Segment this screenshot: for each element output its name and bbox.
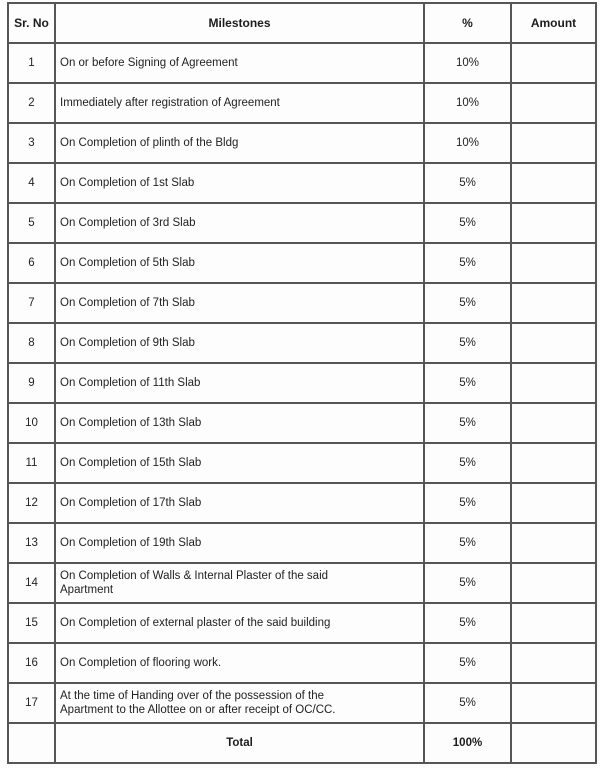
amount-cell <box>510 482 597 524</box>
sr-no-cell: 17 <box>7 682 56 724</box>
milestone-cell: On Completion of 5th Slab <box>54 242 425 284</box>
milestone-cell: On Completion of 15th Slab <box>54 442 425 484</box>
amount-cell <box>510 682 597 724</box>
sr-no-cell: 4 <box>7 162 56 204</box>
sr-no-cell: 16 <box>7 642 56 684</box>
header-milestones: Milestones <box>54 2 425 44</box>
sr-no-cell: 1 <box>7 42 56 84</box>
milestone-cell: On Completion of plinth of the Bldg <box>54 122 425 164</box>
table-header-row: Sr. No Milestones % Amount <box>7 2 597 44</box>
table-row: 2 Immediately after registration of Agree… <box>7 82 597 124</box>
sr-no-cell: 5 <box>7 202 56 244</box>
sr-no-cell: 13 <box>7 522 56 564</box>
total-label-cell: Total <box>54 722 425 764</box>
table-row: 7 On Completion of 7th Slab 5% <box>7 282 597 324</box>
table-row: 15 On Completion of external plaster of t… <box>7 602 597 644</box>
table-row: 6 On Completion of 5th Slab 5% <box>7 242 597 284</box>
total-amount-cell <box>510 722 597 764</box>
table-row: 5 On Completion of 3rd Slab 5% <box>7 202 597 244</box>
percent-cell: 5% <box>423 162 512 204</box>
table-body: 1 On or before Signing of Agreement 10% 2 Im… <box>7 42 597 724</box>
table-row: 11 On Completion of 15th Slab 5% <box>7 442 597 484</box>
table-row: 1 On or before Signing of Agreement 10% <box>7 42 597 84</box>
amount-cell <box>510 602 597 644</box>
table-row: 8 On Completion of 9th Slab 5% <box>7 322 597 364</box>
percent-cell: 5% <box>423 562 512 604</box>
amount-cell <box>510 202 597 244</box>
table-row: 10 On Completion of 13th Slab 5% <box>7 402 597 444</box>
sr-no-cell: 15 <box>7 602 56 644</box>
milestone-cell: On Completion of 3rd Slab <box>54 202 425 244</box>
header-sr-no: Sr. No <box>7 2 56 44</box>
milestone-cell: On Completion of Walls & Internal Plaste… <box>54 562 425 604</box>
total-percent-cell: 100% <box>423 722 512 764</box>
milestone-cell: At the time of Handing over of the posse… <box>54 682 425 724</box>
sr-no-cell: 8 <box>7 322 56 364</box>
amount-cell <box>510 442 597 484</box>
percent-cell: 5% <box>423 242 512 284</box>
amount-cell <box>510 362 597 404</box>
percent-cell: 5% <box>423 682 512 724</box>
sr-no-cell: 6 <box>7 242 56 284</box>
milestone-cell: Immediately after registration of Agreem… <box>54 82 425 124</box>
percent-cell: 5% <box>423 202 512 244</box>
milestone-cell: On Completion of 19th Slab <box>54 522 425 564</box>
sr-no-cell: 10 <box>7 402 56 444</box>
sr-no-cell: 3 <box>7 122 56 164</box>
amount-cell <box>510 522 597 564</box>
amount-cell <box>510 242 597 284</box>
amount-cell <box>510 42 597 84</box>
percent-cell: 5% <box>423 282 512 324</box>
header-amount: Amount <box>510 2 597 44</box>
table-row: 4 On Completion of 1st Slab 5% <box>7 162 597 204</box>
amount-cell <box>510 642 597 684</box>
percent-cell: 5% <box>423 322 512 364</box>
table-row: 9 On Completion of 11th Slab 5% <box>7 362 597 404</box>
percent-cell: 5% <box>423 402 512 444</box>
table-row: 16 On Completion of flooring work. 5% <box>7 642 597 684</box>
total-row: Total 100% <box>7 722 597 764</box>
table-row: 12 On Completion of 17th Slab 5% <box>7 482 597 524</box>
percent-cell: 10% <box>423 82 512 124</box>
percent-cell: 5% <box>423 602 512 644</box>
amount-cell <box>510 162 597 204</box>
milestone-cell: On Completion of 11th Slab <box>54 362 425 404</box>
sr-no-cell: 14 <box>7 562 56 604</box>
amount-cell <box>510 562 597 604</box>
percent-cell: 10% <box>423 122 512 164</box>
percent-cell: 10% <box>423 42 512 84</box>
sr-no-cell: 9 <box>7 362 56 404</box>
percent-cell: 5% <box>423 362 512 404</box>
milestone-cell: On Completion of 17th Slab <box>54 482 425 524</box>
milestone-cell: On Completion of external plaster of the… <box>54 602 425 644</box>
milestone-cell: On Completion of 1st Slab <box>54 162 425 204</box>
milestone-cell: On Completion of 9th Slab <box>54 322 425 364</box>
milestones-table: Sr. No Milestones % Amount 1 On or before… <box>7 2 597 764</box>
milestone-cell: On or before Signing of Agreement <box>54 42 425 84</box>
table-row: 17 At the time of Handing over of the pos… <box>7 682 597 724</box>
percent-cell: 5% <box>423 522 512 564</box>
table-row: 3 On Completion of plinth of the Bldg 10% <box>7 122 597 164</box>
sr-no-cell: 2 <box>7 82 56 124</box>
table-row: 13 On Completion of 19th Slab 5% <box>7 522 597 564</box>
milestone-cell: On Completion of 7th Slab <box>54 282 425 324</box>
milestone-cell: On Completion of flooring work. <box>54 642 425 684</box>
total-sr-cell <box>7 722 56 764</box>
table-row: 14 On Completion of Walls & Internal Plas… <box>7 562 597 604</box>
amount-cell <box>510 82 597 124</box>
amount-cell <box>510 282 597 324</box>
document-page: Sr. No Milestones % Amount 1 On or before… <box>7 2 597 764</box>
amount-cell <box>510 322 597 364</box>
sr-no-cell: 7 <box>7 282 56 324</box>
sr-no-cell: 11 <box>7 442 56 484</box>
amount-cell <box>510 122 597 164</box>
sr-no-cell: 12 <box>7 482 56 524</box>
header-percent: % <box>423 2 512 44</box>
percent-cell: 5% <box>423 482 512 524</box>
milestone-cell: On Completion of 13th Slab <box>54 402 425 444</box>
percent-cell: 5% <box>423 642 512 684</box>
percent-cell: 5% <box>423 442 512 484</box>
amount-cell <box>510 402 597 444</box>
